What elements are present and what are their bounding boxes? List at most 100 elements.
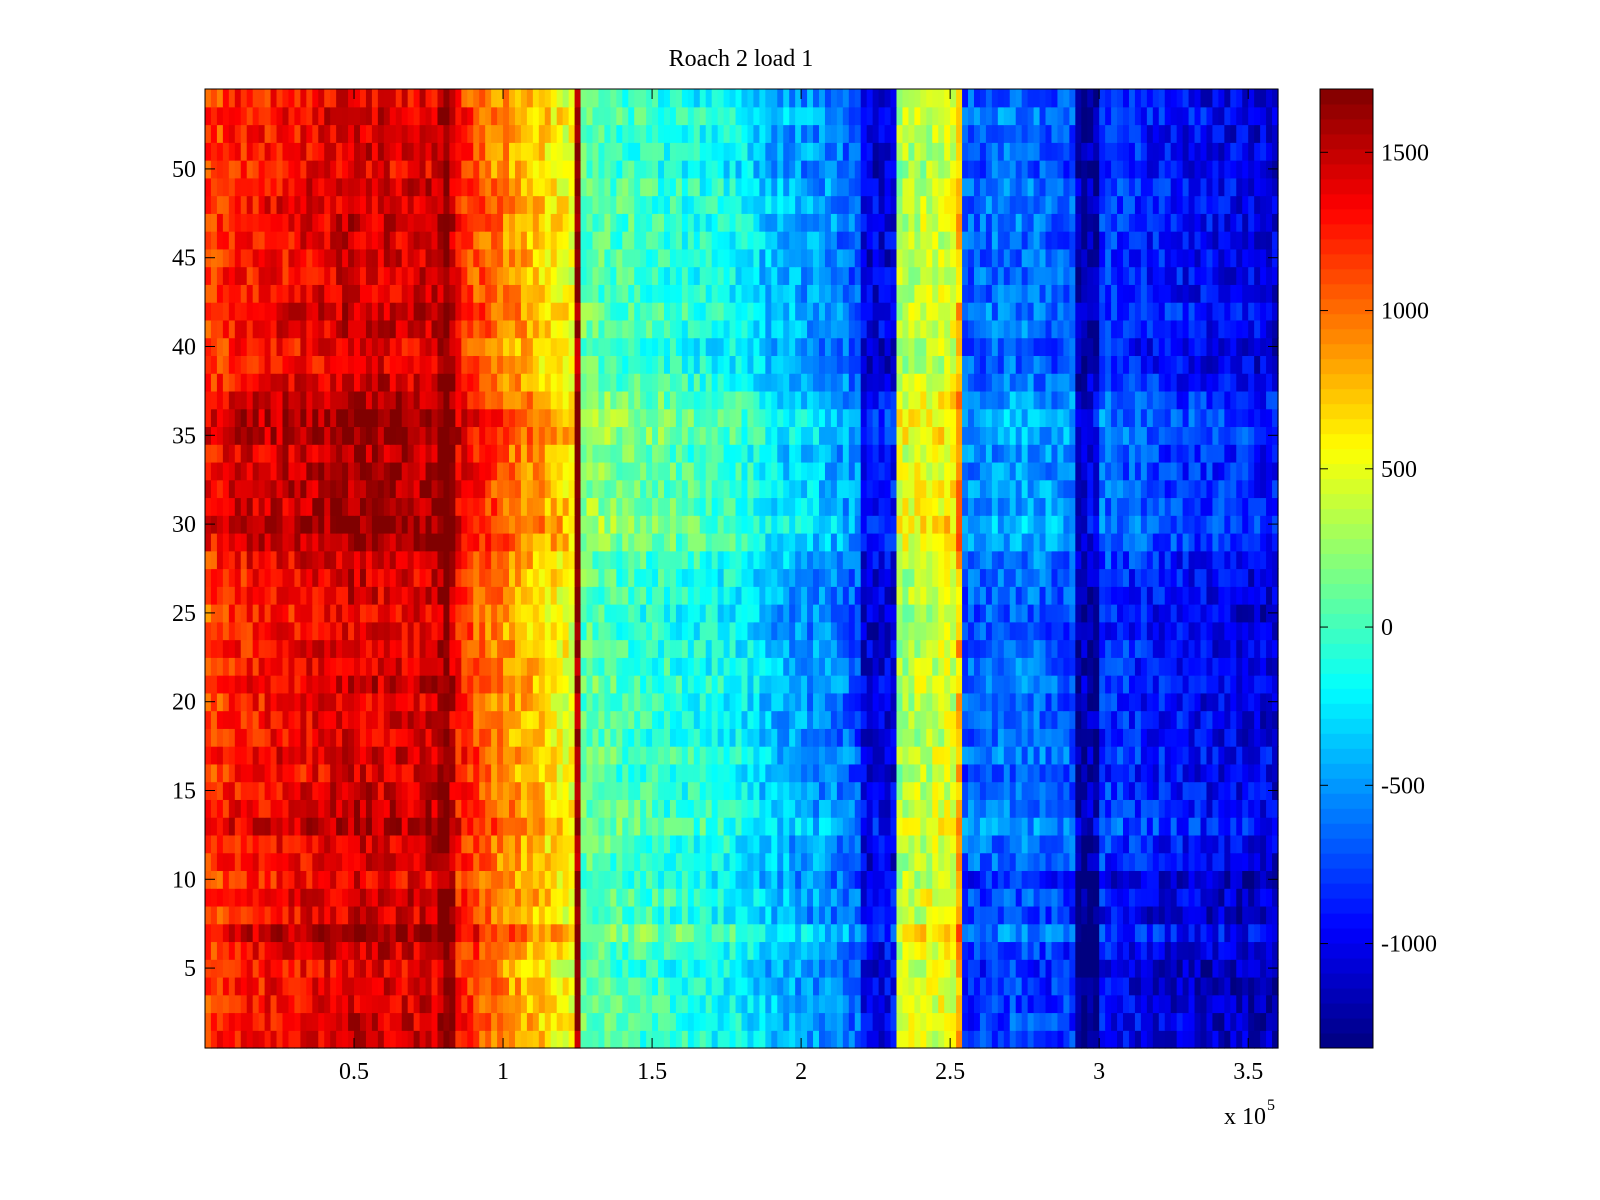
heatmap-cell xyxy=(318,923,325,943)
heatmap-cell xyxy=(1170,834,1178,854)
heatmap-cell xyxy=(461,976,468,996)
heatmap-cell xyxy=(246,959,254,978)
heatmap-cell xyxy=(902,923,910,943)
heatmap-cell xyxy=(503,941,510,960)
heatmap-cell xyxy=(1230,799,1237,818)
heatmap-cell xyxy=(902,621,910,641)
heatmap-cell xyxy=(1200,923,1208,943)
heatmap-cell xyxy=(908,692,915,712)
heatmap-cell xyxy=(836,799,844,818)
heatmap-cell xyxy=(354,763,361,783)
heatmap-cell xyxy=(1212,692,1219,712)
heatmap-cell xyxy=(407,586,415,605)
heatmap-cell xyxy=(509,852,516,872)
heatmap-cell xyxy=(544,923,552,943)
heatmap-cell xyxy=(222,799,230,818)
heatmap-cell xyxy=(848,923,856,943)
heatmap-cell xyxy=(1015,746,1023,765)
heatmap-cell xyxy=(741,888,749,907)
heatmap-cell xyxy=(252,710,260,729)
heatmap-cell xyxy=(592,710,600,729)
heatmap-cell xyxy=(807,586,814,605)
heatmap-cell xyxy=(270,604,278,623)
heatmap-cell xyxy=(681,905,689,925)
heatmap-cell xyxy=(348,781,355,800)
heatmap-cell xyxy=(443,905,450,925)
heatmap-cell xyxy=(1033,763,1041,783)
heatmap-cell xyxy=(628,781,635,800)
heatmap-cell xyxy=(294,799,301,818)
heatmap-cell xyxy=(234,586,242,605)
heatmap-cell xyxy=(717,675,725,694)
heatmap-cell xyxy=(1236,994,1243,1014)
heatmap-cell xyxy=(252,905,260,925)
heatmap-cell xyxy=(1009,1030,1017,1049)
heatmap-cell xyxy=(354,568,361,587)
heatmap-cell xyxy=(240,959,248,978)
heatmap-cell xyxy=(1081,657,1088,676)
heatmap-cell xyxy=(383,550,391,570)
heatmap-cell xyxy=(532,888,540,907)
heatmap-cell xyxy=(580,923,588,943)
heatmap-cell xyxy=(574,746,582,765)
heatmap-cell xyxy=(300,692,307,712)
heatmap-cell xyxy=(884,763,892,783)
heatmap-cell xyxy=(705,888,713,907)
heatmap-cell xyxy=(365,888,373,907)
heatmap-cell xyxy=(270,1030,278,1049)
heatmap-cell xyxy=(950,675,957,694)
heatmap-cell xyxy=(526,852,534,872)
heatmap-cell xyxy=(377,728,385,747)
heatmap-cell xyxy=(1266,657,1273,676)
heatmap-cell xyxy=(962,675,969,694)
heatmap-cell xyxy=(1230,923,1237,943)
heatmap-cell xyxy=(669,799,677,818)
heatmap-cell xyxy=(538,976,546,996)
heatmap-cell xyxy=(413,639,421,658)
heatmap-cell xyxy=(1063,870,1070,889)
heatmap-cell xyxy=(1152,994,1160,1014)
heatmap-cell xyxy=(1146,994,1154,1014)
heatmap-cell xyxy=(777,923,784,943)
heatmap-cell xyxy=(973,710,981,729)
heatmap-cell xyxy=(699,976,707,996)
heatmap-cell xyxy=(336,1030,343,1049)
heatmap-cell xyxy=(962,550,969,570)
heatmap-cell xyxy=(264,639,272,658)
heatmap-cell xyxy=(1075,905,1082,925)
heatmap-cell xyxy=(890,852,898,872)
heatmap-cell xyxy=(771,639,778,658)
heatmap-cell xyxy=(1081,923,1088,943)
heatmap-cell xyxy=(222,621,230,641)
heatmap-cell xyxy=(818,675,826,694)
heatmap-cell xyxy=(1069,692,1076,712)
heatmap-cell xyxy=(836,976,844,996)
heatmap-cell xyxy=(205,746,212,765)
heatmap-cell xyxy=(574,604,582,623)
heatmap-cell xyxy=(914,888,921,907)
heatmap-cell xyxy=(681,710,689,729)
heatmap-cell xyxy=(938,639,945,658)
heatmap-cell xyxy=(985,746,993,765)
heatmap-cell xyxy=(795,657,802,676)
heatmap-cell xyxy=(282,941,290,960)
heatmap-cell xyxy=(687,781,695,800)
heatmap-cell xyxy=(973,870,981,889)
heatmap-cell xyxy=(741,692,749,712)
heatmap-cell xyxy=(628,923,635,943)
heatmap-cell xyxy=(437,905,445,925)
heatmap-cell xyxy=(503,870,510,889)
heatmap-cell xyxy=(359,781,367,800)
heatmap-cell xyxy=(1242,604,1249,623)
heatmap-cell xyxy=(848,692,856,712)
heatmap-cell xyxy=(824,976,832,996)
heatmap-cell xyxy=(932,994,939,1014)
heatmap-cell xyxy=(205,905,212,925)
heatmap-cell xyxy=(491,852,498,872)
heatmap-cell xyxy=(711,763,719,783)
heatmap-cell xyxy=(324,817,331,836)
heatmap-cell xyxy=(538,692,546,712)
heatmap-cell xyxy=(675,657,683,676)
heatmap-cell xyxy=(664,550,671,570)
heatmap-cell xyxy=(413,799,421,818)
